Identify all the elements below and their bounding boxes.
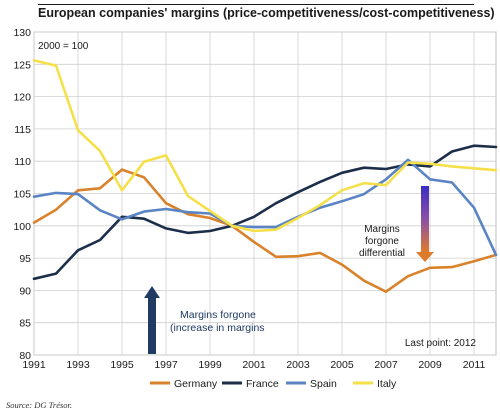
x-tick-label: 2001 bbox=[242, 359, 266, 371]
forgone-arrow-shaft bbox=[148, 298, 156, 354]
forgone-arrow-head bbox=[144, 286, 160, 298]
x-tick-label: 1997 bbox=[154, 359, 178, 371]
x-tick-label: 2005 bbox=[330, 359, 354, 371]
chart-subtitle: 2000 = 100 bbox=[38, 41, 89, 52]
legend-label-italy: Italy bbox=[377, 378, 397, 390]
annotation-forgone-line2: (increase in margins bbox=[170, 322, 265, 334]
series-layer bbox=[32, 59, 498, 293]
x-tick-label: 2009 bbox=[418, 359, 442, 371]
title-rule bbox=[38, 4, 474, 5]
y-tick-label: 130 bbox=[13, 27, 31, 39]
annotation-lastpoint: Last point: 2012 bbox=[405, 338, 477, 349]
y-tick-label: 100 bbox=[13, 221, 31, 233]
source-note: Source: DG Trésor. bbox=[6, 400, 73, 410]
y-tick-label: 85 bbox=[19, 318, 31, 330]
legend-label-spain: Spain bbox=[310, 378, 337, 390]
annotation-differential-line2: forgone bbox=[365, 236, 399, 247]
series-line-france bbox=[32, 144, 498, 281]
differential-arrow-head bbox=[416, 252, 434, 262]
x-tick-label: 2007 bbox=[374, 359, 398, 371]
series-line-italy bbox=[32, 59, 498, 233]
y-tick-label: 120 bbox=[13, 92, 31, 104]
annotation-forgone-line1: Margins forgone bbox=[180, 309, 256, 321]
legend-label-france: France bbox=[246, 378, 279, 390]
annotation-differential-line3: differential bbox=[359, 248, 405, 259]
y-tick-label: 115 bbox=[14, 124, 31, 136]
x-tick-label: 2011 bbox=[463, 359, 486, 371]
legend: Germany France Spain Italy bbox=[150, 378, 397, 390]
y-tick-label: 105 bbox=[13, 189, 31, 201]
y-tick-label: 95 bbox=[19, 253, 31, 265]
annotation-differential-line1: Margins bbox=[364, 224, 400, 235]
differential-arrow-shaft bbox=[421, 186, 429, 252]
x-tick-label: 1999 bbox=[198, 359, 222, 371]
y-tick-label: 125 bbox=[13, 59, 31, 71]
x-tick-label: 1995 bbox=[110, 359, 134, 371]
series-line-spain bbox=[32, 158, 498, 257]
series-line-germany bbox=[32, 168, 498, 293]
y-tick-label: 90 bbox=[19, 285, 31, 297]
x-tick-label: 1991 bbox=[22, 359, 46, 371]
chart-title: European companies' margins (price-compe… bbox=[38, 6, 495, 20]
y-tick-label: 110 bbox=[14, 156, 31, 168]
x-tick-label: 2003 bbox=[286, 359, 310, 371]
legend-label-germany: Germany bbox=[174, 378, 218, 390]
x-tick-label: 1993 bbox=[66, 359, 90, 371]
axes: 80 85 90 95 100 105 110 115 120 125 130 1991 1993 199… bbox=[13, 27, 485, 371]
annotation-layer: Margins forgone (increase in margins Mar… bbox=[38, 41, 476, 354]
y-tick-label: 80 bbox=[19, 350, 31, 362]
grid bbox=[33, 31, 497, 356]
